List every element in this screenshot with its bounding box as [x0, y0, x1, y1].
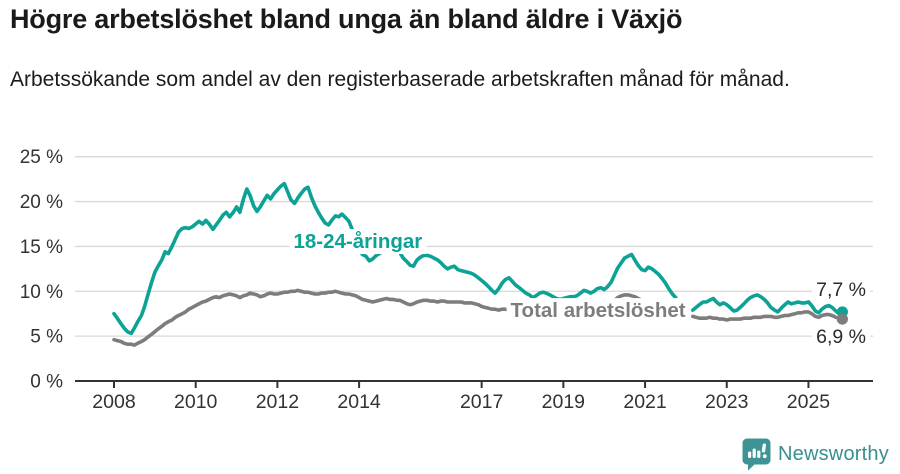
x-axis-label: 2019	[542, 391, 585, 413]
x-axis-label: 2023	[705, 391, 748, 413]
x-axis-label: 2012	[256, 391, 299, 413]
x-axis-label: 2017	[460, 391, 503, 413]
series-line-total	[112, 288, 845, 347]
x-axis-label: 2014	[337, 391, 381, 413]
x-axis-label: 2010	[174, 391, 218, 413]
x-axis-label: 2008	[92, 391, 135, 413]
logo: Newsworthy	[742, 438, 889, 471]
page-title: Högre arbetslöshet bland unga än bland ä…	[10, 4, 683, 34]
series-label-youth: 18-24-åringar	[293, 230, 422, 253]
x-axis-label: 2025	[787, 391, 831, 413]
y-axis-label: 0 %	[30, 372, 63, 393]
end-value-label-youth: 7,7 %	[816, 279, 866, 301]
page-subtitle: Arbetssökande som andel av den registerb…	[10, 68, 790, 91]
y-axis-label: 5 %	[30, 327, 63, 348]
y-axis-label: 15 %	[20, 237, 63, 258]
end-value-label-youth-bg	[812, 277, 870, 302]
series-label-total-bg	[506, 298, 690, 324]
series-line-youth	[112, 181, 845, 336]
y-axis-label: 10 %	[20, 282, 63, 303]
y-axis-label: 25 %	[20, 147, 63, 168]
end-value-label-total: 6,9 %	[816, 326, 866, 348]
y-axis-label: 20 %	[20, 192, 63, 213]
brand-name: Newsworthy	[778, 443, 889, 465]
end-dot-total	[836, 313, 848, 325]
newsworthy-icon	[742, 438, 771, 471]
x-axis-label: 2021	[623, 391, 666, 413]
end-value-label-total-bg	[812, 325, 870, 350]
series-label-youth-bg	[289, 229, 427, 255]
series-label-total: Total arbetslöshet	[511, 299, 686, 322]
